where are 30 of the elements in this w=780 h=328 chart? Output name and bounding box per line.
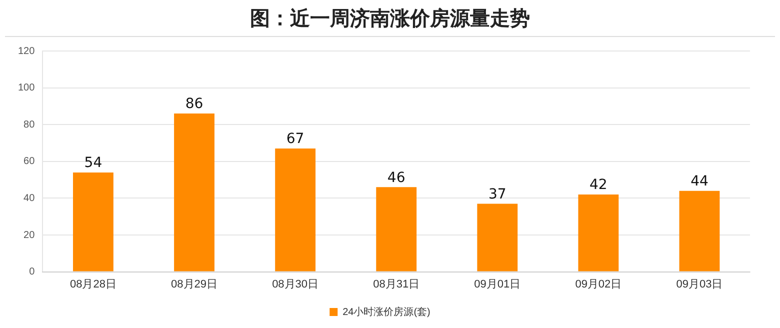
data-label: 86 bbox=[185, 96, 204, 112]
y-tick-label: 100 bbox=[18, 82, 36, 94]
data-label: 46 bbox=[387, 170, 406, 186]
y-tick-label: 40 bbox=[24, 192, 36, 204]
chart-title: 图：近一周济南涨价房源量走势 bbox=[5, 0, 775, 37]
y-tick-label: 80 bbox=[24, 119, 36, 130]
data-label: 42 bbox=[590, 177, 608, 194]
x-tick-label: 08月28日 bbox=[70, 278, 116, 290]
x-tick-label: 09月01日 bbox=[474, 278, 521, 290]
bar bbox=[578, 194, 619, 272]
data-label: 37 bbox=[488, 186, 506, 202]
y-tick-label: 0 bbox=[29, 266, 36, 278]
legend-label: 24小时涨价房源(套) bbox=[342, 306, 430, 318]
bar bbox=[174, 114, 214, 272]
data-label: 67 bbox=[286, 131, 304, 148]
bar bbox=[679, 190, 720, 272]
x-tick-label: 08月29日 bbox=[171, 278, 218, 290]
y-tick-label: 120 bbox=[18, 46, 36, 57]
bar bbox=[477, 204, 518, 272]
bar bbox=[376, 187, 417, 272]
data-label: 44 bbox=[690, 173, 708, 190]
bar bbox=[275, 148, 316, 272]
y-tick-label: 60 bbox=[24, 156, 36, 168]
x-tick-label: 08月30日 bbox=[272, 278, 319, 290]
x-tick-label: 09月03日 bbox=[676, 278, 723, 290]
y-tick-label: 20 bbox=[24, 230, 36, 241]
bar bbox=[73, 172, 114, 272]
data-label: 54 bbox=[84, 155, 102, 172]
x-tick-label: 08月31日 bbox=[373, 278, 420, 290]
x-tick-label: 09月02日 bbox=[575, 278, 622, 290]
